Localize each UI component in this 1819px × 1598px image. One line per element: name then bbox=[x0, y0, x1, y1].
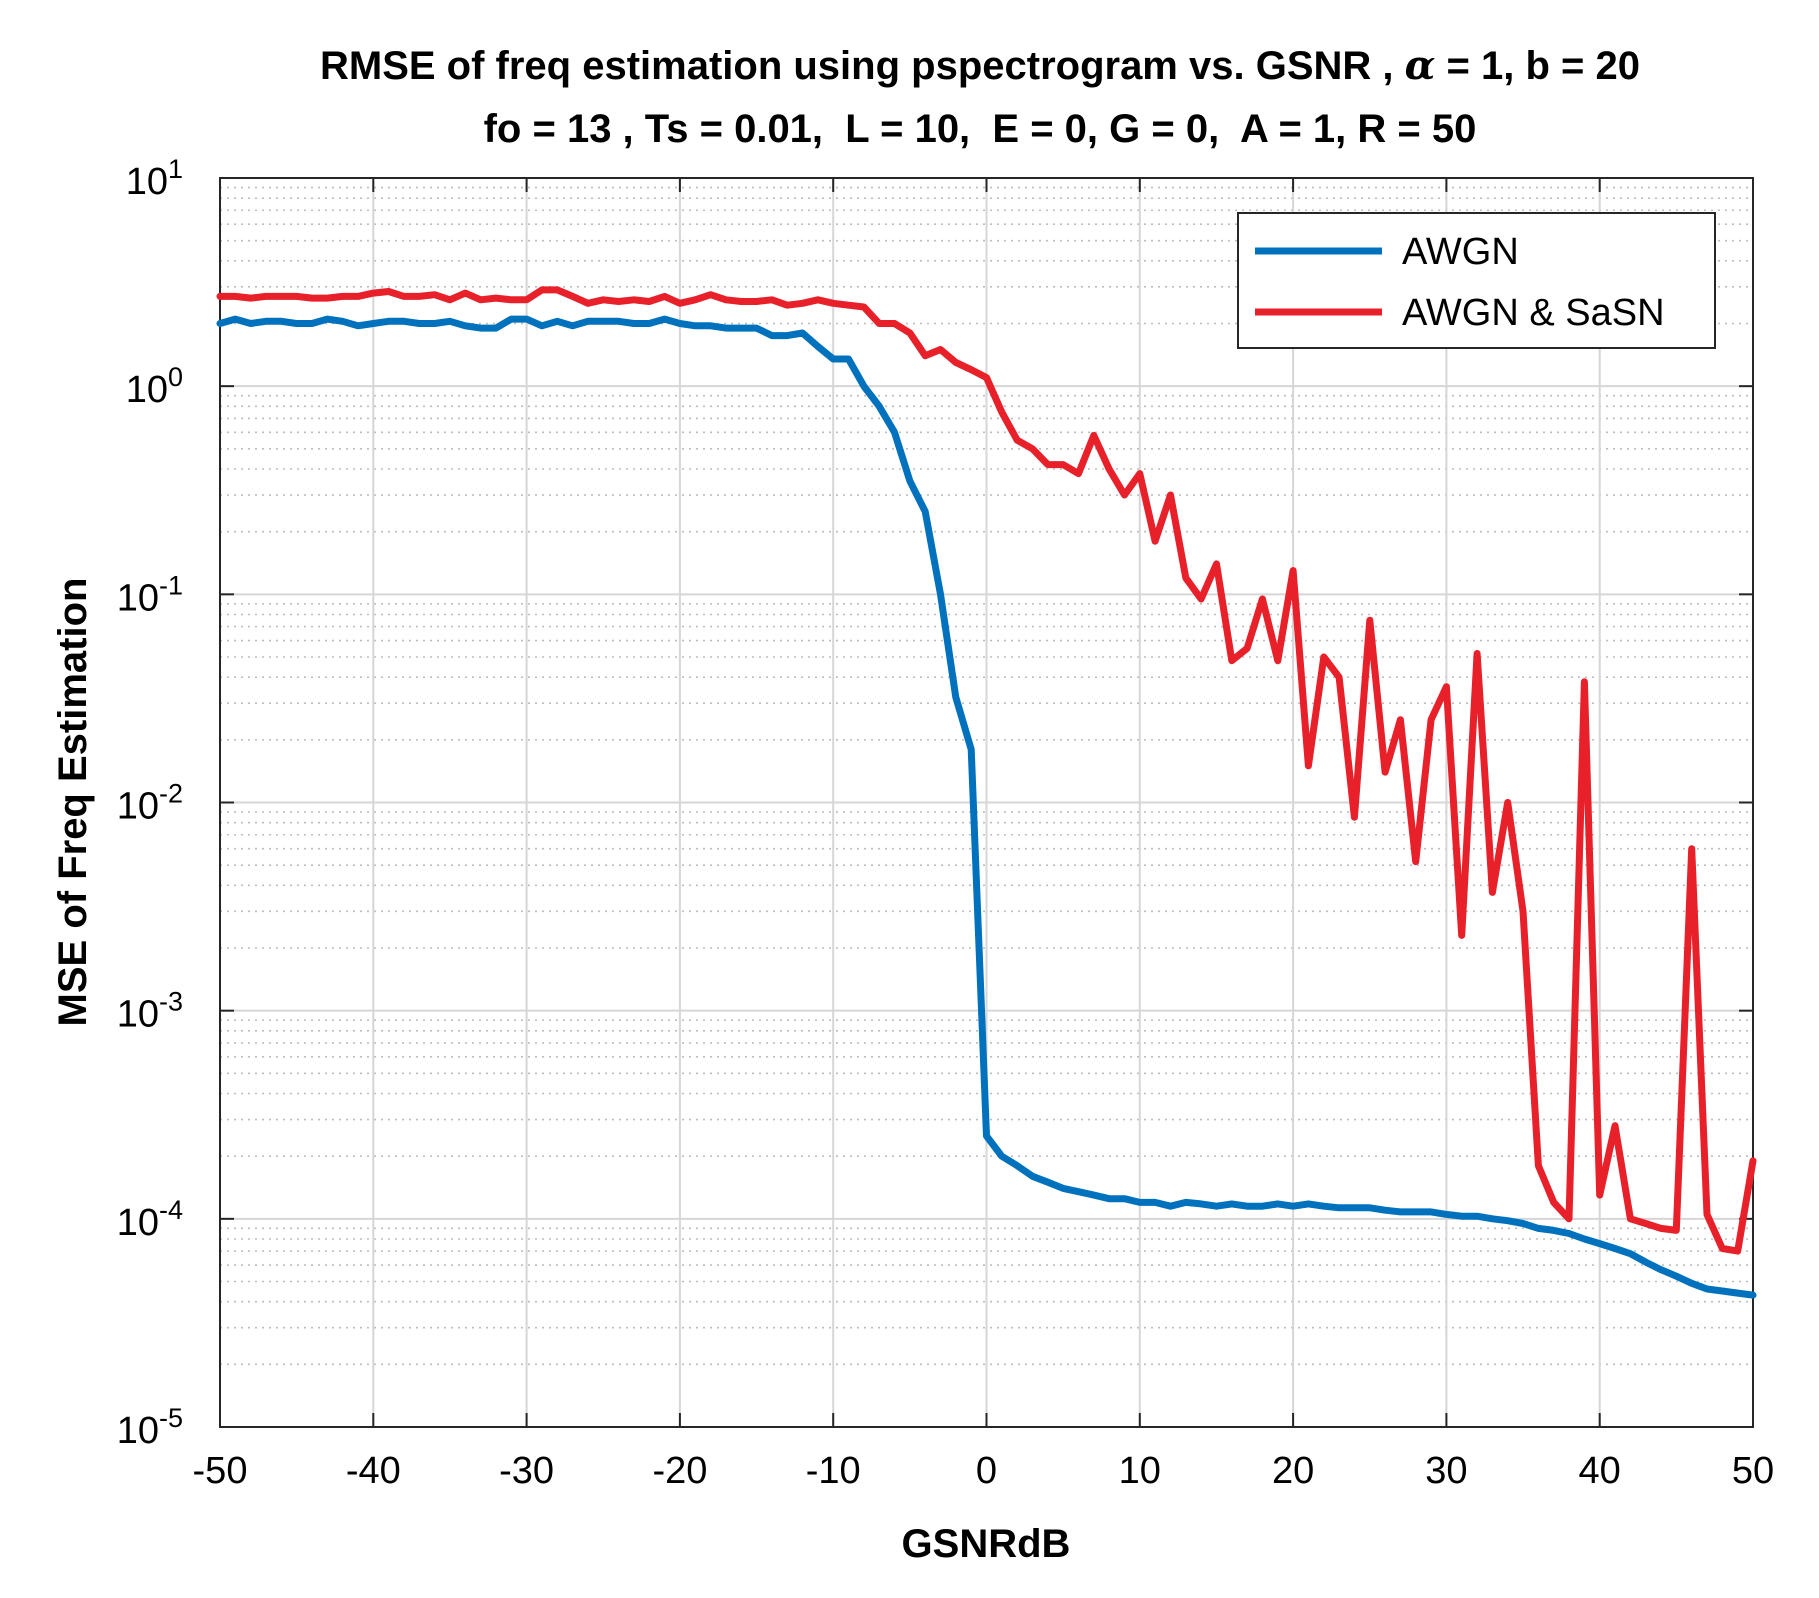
y-tick-label: 100 bbox=[126, 362, 183, 411]
legend-label-awgn: AWGN bbox=[1402, 231, 1519, 273]
y-axis-ticks: 101 100 10-1 10-2 10-3 10-4 10-5 bbox=[117, 154, 1753, 1452]
legend-box bbox=[1237, 212, 1716, 349]
y-tick-label: 10-4 bbox=[117, 1195, 183, 1244]
x-tick-label: -20 bbox=[652, 1450, 707, 1492]
y-tick-label: 101 bbox=[126, 154, 183, 203]
y-axis-label: MSE of Freq Estimation bbox=[51, 578, 95, 1027]
y-tick-label: 10-1 bbox=[117, 570, 183, 619]
x-tick-label: -10 bbox=[806, 1450, 861, 1492]
x-tick-label: 10 bbox=[1119, 1450, 1161, 1492]
x-axis-ticks: -50 -40 -30 -20 -10 0 10 20 30 40 50 bbox=[193, 178, 1774, 1492]
x-tick-label: -40 bbox=[346, 1450, 401, 1492]
series-line-awgn-sasn bbox=[216, 286, 1757, 1255]
legend: AWGN AWGN & SaSN bbox=[1237, 212, 1716, 349]
series-line-awgn bbox=[216, 315, 1757, 1299]
x-tick-label: -30 bbox=[499, 1450, 554, 1492]
chart-title-prefix: RMSE of freq estimation using pspectrogr… bbox=[320, 44, 1394, 88]
y-tick-label: 10-5 bbox=[117, 1403, 183, 1452]
legend-label-awgn-sasn: AWGN & SaSN bbox=[1402, 292, 1665, 334]
x-tick-label: 20 bbox=[1272, 1450, 1314, 1492]
chart-title-line2: fo = 13 , Ts = 0.01, L = 10, E = 0, G = … bbox=[484, 107, 1477, 151]
chart-title-line1: RMSE of freq estimation using pspectrogr… bbox=[320, 42, 1640, 89]
y-tick-label: 10-3 bbox=[117, 987, 183, 1036]
x-axis-label: GSNRdB bbox=[902, 1522, 1071, 1566]
x-tick-label: -50 bbox=[193, 1450, 248, 1492]
x-tick-label: 40 bbox=[1579, 1450, 1621, 1492]
major-grid bbox=[220, 178, 1753, 1427]
x-tick-label: 30 bbox=[1425, 1450, 1467, 1492]
chart-title-suffix: = 1, b = 20 bbox=[1447, 44, 1640, 88]
y-tick-label: 10-2 bbox=[117, 779, 183, 828]
x-tick-label: 50 bbox=[1732, 1450, 1774, 1492]
chart-title-alpha: α bbox=[1405, 42, 1436, 89]
series-lines bbox=[216, 286, 1757, 1299]
x-tick-label: 0 bbox=[976, 1450, 997, 1492]
